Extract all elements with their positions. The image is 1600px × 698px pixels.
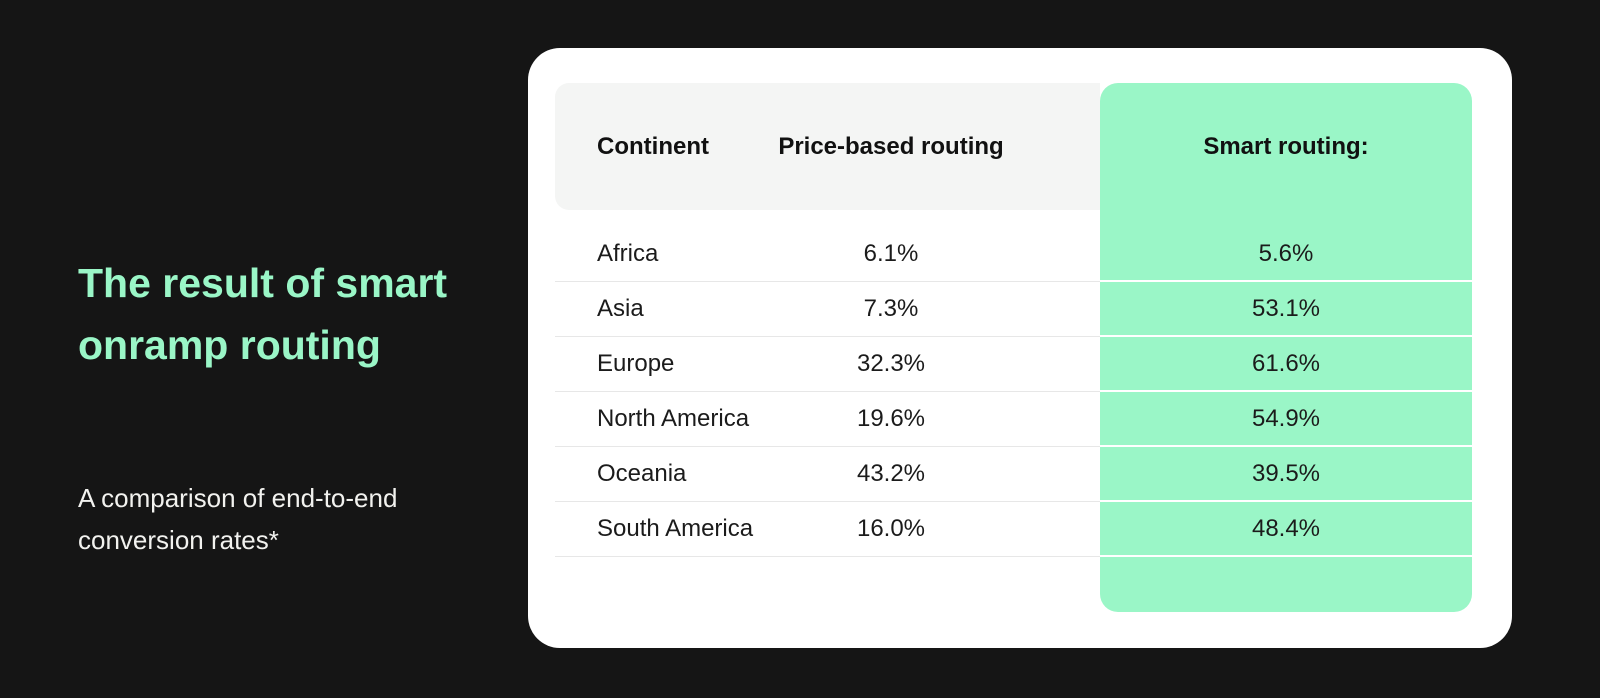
column-header-smart-routing: Smart routing:: [1203, 133, 1369, 160]
continent-cell: Europe: [555, 337, 775, 392]
smart-routing-highlight-column: [1100, 83, 1472, 612]
table-card: Continent Price-based routing Smart rout…: [528, 48, 1512, 648]
table-row-europe: Europe 32.3% 61.6%: [555, 337, 1472, 392]
smart-routing-cell: 53.1%: [1100, 282, 1472, 337]
continent-cell: North America: [555, 392, 775, 447]
smart-routing-cell: 39.5%: [1100, 447, 1472, 502]
smart-routing-cell: 54.9%: [1100, 392, 1472, 447]
price-routing-cell: 43.2%: [775, 447, 1007, 502]
column-header-price-based-routing: Price-based routing: [778, 133, 1004, 160]
spacer-cell: [1007, 392, 1100, 447]
price-routing-cell: 16.0%: [775, 502, 1007, 557]
column-header-continent: Continent: [597, 133, 709, 160]
spacer-cell: [1007, 227, 1100, 282]
continent-cell: Asia: [555, 282, 775, 337]
smart-routing-cell: 5.6%: [1100, 227, 1472, 282]
price-routing-cell: 19.6%: [775, 392, 1007, 447]
slide-title: The result of smart onramp routing: [78, 260, 448, 368]
spacer-cell: [1007, 337, 1100, 392]
table-row-south-america: South America 16.0% 48.4%: [555, 502, 1472, 557]
table-body: Africa 6.1% 5.6% Asia 7.3% 53.1% Europe …: [555, 227, 1472, 557]
table-row-asia: Asia 7.3% 53.1%: [555, 282, 1472, 337]
smart-routing-cell: 48.4%: [1100, 502, 1472, 557]
table-header-background: [555, 83, 1100, 210]
continent-cell: South America: [555, 502, 775, 557]
continent-cell: Africa: [555, 227, 775, 282]
spacer-cell: [1007, 282, 1100, 337]
table-row-oceania: Oceania 43.2% 39.5%: [555, 447, 1472, 502]
table-row-north-america: North America 19.6% 54.9%: [555, 392, 1472, 447]
continent-cell: Oceania: [555, 447, 775, 502]
slide-subtitle: A comparison of end-to-end conversion ra…: [78, 483, 398, 555]
price-routing-cell: 6.1%: [775, 227, 1007, 282]
smart-routing-cell: 61.6%: [1100, 337, 1472, 392]
table-row-africa: Africa 6.1% 5.6%: [555, 227, 1472, 282]
price-routing-cell: 32.3%: [775, 337, 1007, 392]
spacer-cell: [1007, 447, 1100, 502]
price-routing-cell: 7.3%: [775, 282, 1007, 337]
spacer-cell: [1007, 502, 1100, 557]
